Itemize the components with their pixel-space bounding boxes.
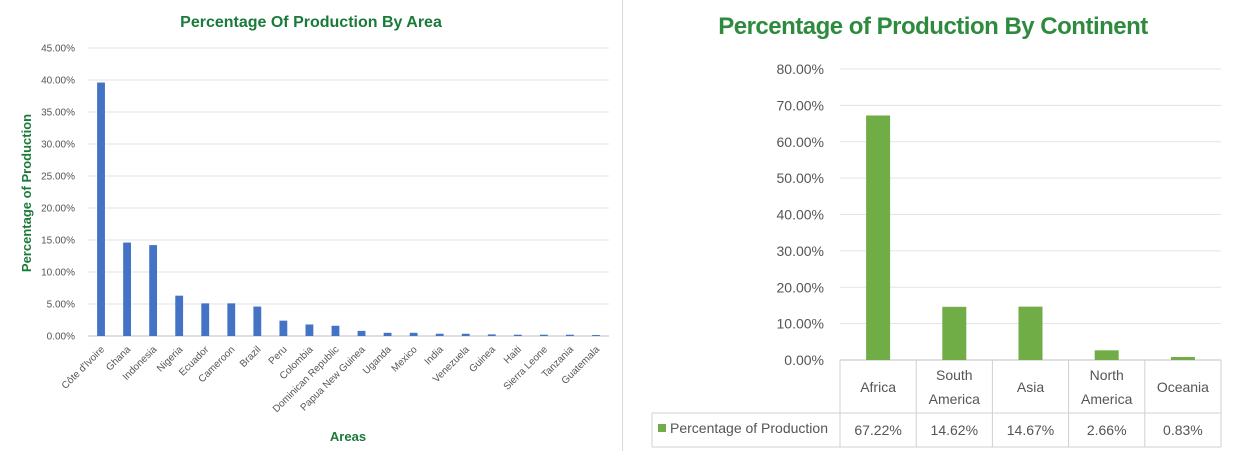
continent-chart-y-tick-label: 40.00%	[777, 207, 824, 223]
continent-chart-bar	[866, 115, 891, 361]
area-chart-bar	[383, 332, 392, 336]
area-chart-y-axis-label: Percentage of Production	[19, 114, 34, 272]
area-chart-bar	[592, 335, 600, 336]
area-chart-x-tick-label: Côte d'Ivoire	[60, 344, 108, 392]
continent-chart-bar	[1170, 356, 1195, 360]
area-chart-bar	[409, 332, 418, 336]
continent-chart-bar	[942, 306, 967, 360]
continent-chart-y-tick-label: 20.00%	[777, 279, 824, 295]
continent-chart-panel: Percentage of Production By Continent 0.…	[624, 0, 1233, 451]
continent-chart-bar	[1094, 350, 1119, 360]
area-chart-x-axis-label: Areas	[330, 429, 366, 444]
area-chart-bar	[97, 82, 105, 336]
area-chart-title: Percentage Of Production By Area	[180, 14, 442, 31]
area-chart-bar	[566, 334, 574, 336]
continent-chart-y-tick-label: 60.00%	[777, 134, 824, 150]
area-chart-bar	[305, 324, 314, 336]
area-chart-y-tick-label: 40.00%	[41, 76, 75, 87]
area-chart-bar	[435, 333, 444, 336]
area-chart-x-tick-label: Mexico	[390, 344, 420, 374]
continent-chart-category-label: Africa	[860, 379, 896, 395]
area-chart-y-tick-label: 30.00%	[41, 140, 75, 151]
continent-chart-y-tick-label: 30.00%	[777, 243, 824, 259]
area-chart-panel: Percentage Of Production By Area Areas P…	[19, 0, 623, 451]
area-bar-chart: Percentage Of Production By Area Areas P…	[19, 14, 609, 444]
continent-chart-y-tick-label: 80.00%	[777, 61, 824, 77]
area-chart-y-tick-label: 45.00%	[41, 44, 75, 55]
area-chart-x-tick-label: India	[423, 344, 446, 367]
continent-chart-y-tick-label: 0.00%	[784, 352, 824, 368]
area-chart-bar	[513, 334, 522, 336]
continent-chart-y-tick-label: 10.00%	[777, 316, 824, 332]
continent-chart-category-label: Oceania	[1157, 379, 1209, 395]
area-chart-bar	[487, 334, 496, 336]
data-table-value: 2.66%	[1087, 422, 1127, 438]
area-chart-bar	[201, 303, 210, 336]
data-table-value: 14.62%	[931, 422, 978, 438]
area-chart-bar	[357, 330, 366, 336]
area-chart-x-tick-label: Haiti	[502, 344, 524, 366]
area-chart-x-tick-label: Uganda	[361, 344, 394, 377]
continent-chart-y-tick-label: 70.00%	[777, 97, 824, 113]
continent-chart-title: Percentage of Production By Continent	[718, 13, 1148, 40]
area-chart-bar	[175, 295, 184, 336]
continent-chart-category-label: Asia	[1017, 379, 1044, 395]
continent-bar-chart: Percentage of Production By Continent 0.…	[651, 13, 1222, 448]
area-chart-y-tick-label: 20.00%	[41, 204, 75, 215]
continent-chart-bar	[1018, 306, 1043, 360]
data-table-value: 0.83%	[1163, 422, 1203, 438]
area-chart-bar	[331, 325, 340, 336]
area-chart-bar	[539, 334, 548, 336]
area-chart-y-tick-label: 0.00%	[47, 332, 75, 343]
area-chart-x-tick-label: Peru	[267, 344, 290, 367]
area-chart-bar	[253, 306, 262, 336]
legend-series-name: Percentage of Production	[670, 420, 828, 436]
area-chart-bar	[123, 242, 131, 336]
area-chart-y-tick-label: 25.00%	[41, 172, 75, 183]
area-chart-x-tick-label: Brazil	[238, 344, 263, 369]
data-table-value: 67.22%	[854, 422, 901, 438]
continent-chart-y-tick-label: 50.00%	[777, 170, 824, 186]
area-chart-bar	[461, 333, 470, 336]
area-chart-bar	[149, 245, 158, 336]
continent-chart-category-label: North America	[1081, 367, 1133, 407]
area-chart-y-tick-label: 5.00%	[47, 300, 75, 311]
area-chart-y-tick-label: 15.00%	[41, 236, 75, 247]
data-table-value: 14.67%	[1007, 422, 1054, 438]
legend-key	[658, 424, 666, 432]
area-chart-bar	[227, 303, 236, 336]
area-chart-y-tick-label: 10.00%	[41, 268, 75, 279]
area-chart-y-tick-label: 35.00%	[41, 108, 75, 119]
area-chart-x-tick-label: Guinea	[467, 344, 498, 375]
continent-chart-category-label: South America	[929, 367, 981, 407]
area-chart-bar	[279, 320, 288, 336]
